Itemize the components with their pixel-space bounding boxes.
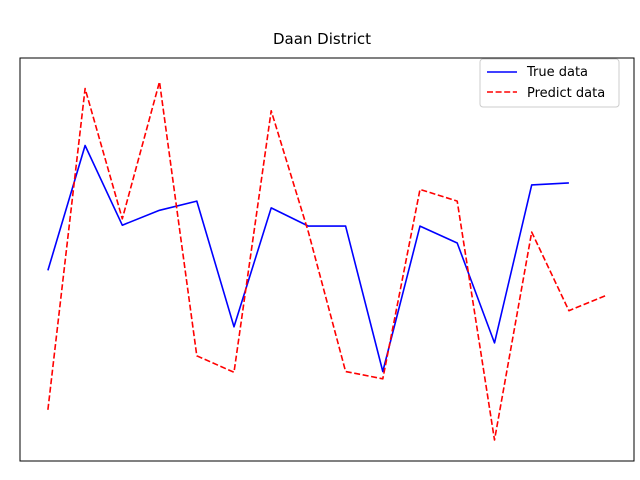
series-line-true-data [47, 144, 569, 373]
legend-label-true-data: True data [526, 65, 588, 80]
legend: True data Predict data [479, 58, 620, 108]
chart-title: Daan District [273, 30, 371, 48]
legend-box [479, 58, 620, 108]
legend-label-predict-data: Predict data [527, 86, 605, 101]
plot-area-frame [19, 57, 635, 462]
series-layer [47, 81, 607, 441]
series-line-predict-data [47, 81, 607, 441]
